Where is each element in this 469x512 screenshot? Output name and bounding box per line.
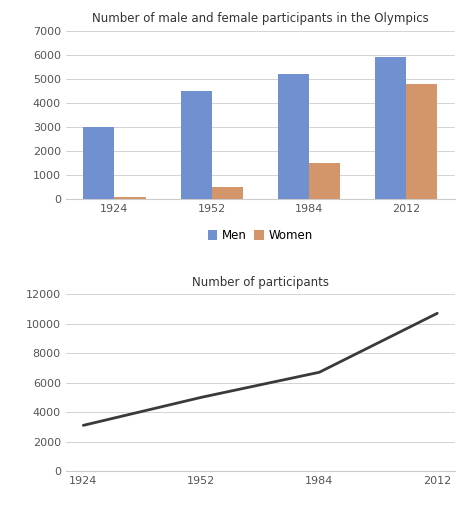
Title: Number of participants: Number of participants — [192, 276, 329, 289]
Bar — [375, 57, 406, 199]
Bar — [309, 163, 340, 199]
Bar — [278, 74, 309, 199]
Bar — [406, 83, 437, 199]
Title: Number of male and female participants in the Olympics: Number of male and female participants i… — [92, 12, 429, 26]
Bar — [212, 187, 243, 199]
Bar — [114, 197, 145, 199]
Legend: Men, Women: Men, Women — [203, 225, 318, 247]
Bar — [83, 127, 114, 199]
Bar — [181, 91, 212, 199]
